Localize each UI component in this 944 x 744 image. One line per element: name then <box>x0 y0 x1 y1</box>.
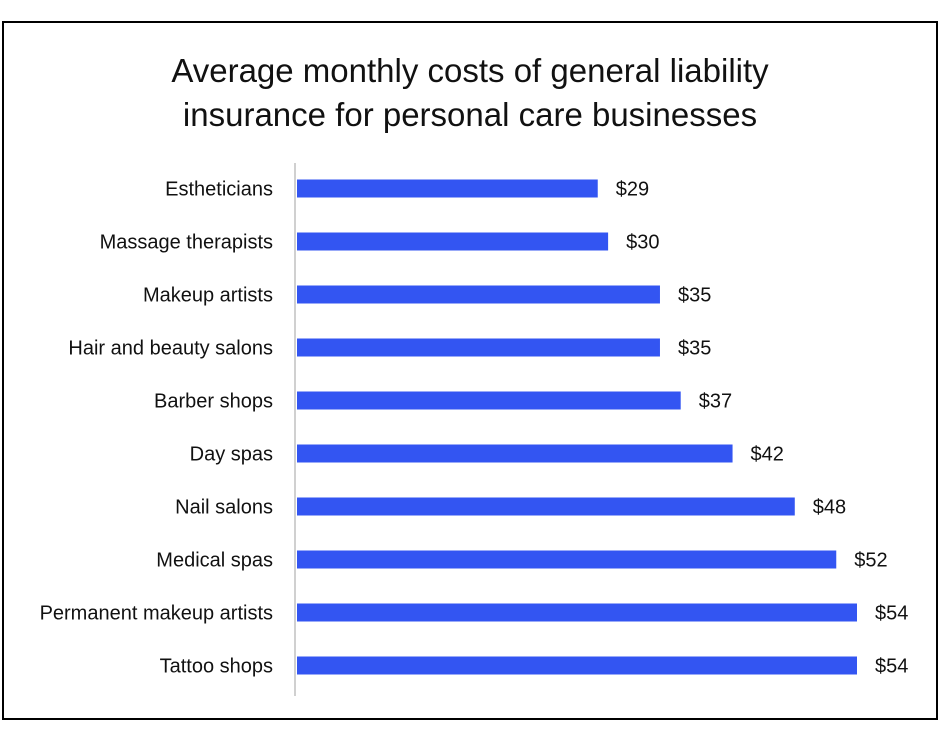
bar-medical-spas <box>297 550 837 569</box>
chart-title: Average monthly costs of general liabili… <box>171 52 769 133</box>
data-label: $54 <box>875 656 908 678</box>
data-label: $37 <box>699 391 732 413</box>
category-label: Barber shops <box>154 391 273 413</box>
bar-estheticians <box>297 179 598 198</box>
data-label: $48 <box>813 497 846 519</box>
bar-tattoo-shops <box>297 656 857 675</box>
category-label: Hair and beauty salons <box>68 338 273 360</box>
category-label: Nail salons <box>175 497 273 519</box>
bar-barber-shops <box>297 391 681 410</box>
bar-massage-therapists <box>297 232 609 251</box>
data-label: $42 <box>751 444 784 466</box>
bar-nail-salons <box>297 497 795 516</box>
data-label: $35 <box>678 338 711 360</box>
bar-chart: Estheticians $29 Massage therapists $30 Make… <box>40 163 908 696</box>
category-label: Medical spas <box>156 550 273 572</box>
category-label: Massage therapists <box>100 232 273 254</box>
data-label: $35 <box>678 285 711 307</box>
bar-hair-and-beauty-salons <box>297 338 660 357</box>
bar-permanent-makeup-artists <box>297 603 857 622</box>
category-label: Day spas <box>190 444 273 466</box>
data-label: $30 <box>626 232 659 254</box>
data-label: $29 <box>616 179 649 201</box>
chart-frame: Average monthly costs of general liabili… <box>2 21 938 720</box>
bar-day-spas <box>297 444 733 463</box>
bar-makeup-artists <box>297 285 660 304</box>
category-label: Tattoo shops <box>160 656 273 678</box>
category-label: Permanent makeup artists <box>40 603 273 625</box>
data-label: $54 <box>875 603 908 625</box>
category-label: Makeup artists <box>143 285 273 307</box>
category-label: Estheticians <box>165 179 273 201</box>
data-label: $52 <box>854 550 887 572</box>
